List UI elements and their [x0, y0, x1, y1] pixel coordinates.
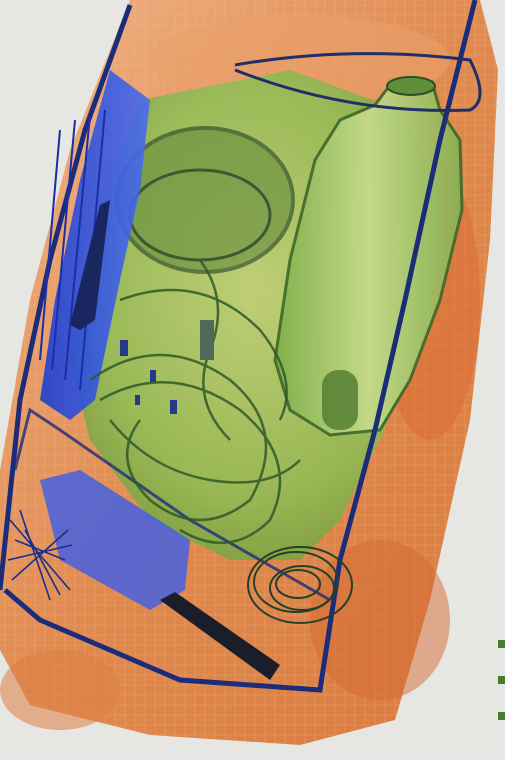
bottle-inner-object [322, 370, 358, 430]
metal-bar [40, 470, 190, 610]
organic-area [0, 650, 120, 730]
bottle-cap [386, 76, 436, 96]
handle-stripes [39, 109, 106, 391]
dense-rod [70, 200, 110, 330]
organic-area [150, 15, 450, 105]
coiled-wire [247, 546, 353, 624]
organic-area [310, 540, 450, 700]
cable-bundle [89, 259, 301, 545]
bag-frame [0, 4, 133, 591]
edge-marks [498, 640, 505, 720]
bag-frame [13, 407, 331, 602]
bag-top-edge [234, 52, 482, 112]
metal-bits [120, 320, 214, 414]
wire-brush-fibers [7, 509, 73, 601]
dense-rod [160, 592, 280, 680]
bottle [273, 80, 464, 437]
